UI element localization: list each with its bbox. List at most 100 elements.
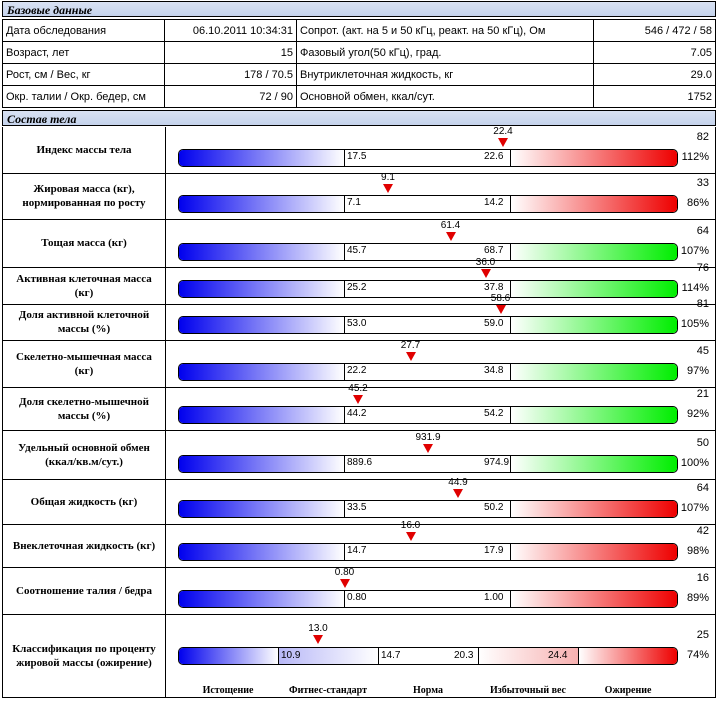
marker-arrow-icon [495, 305, 506, 314]
scale-high-zone [511, 544, 677, 560]
norm-low-label: 7.1 [347, 197, 361, 208]
scale-high-zone [511, 244, 677, 260]
marker-value: 22.4 [493, 126, 513, 137]
category-label: Истощение [202, 685, 254, 696]
scale-high-zone [511, 317, 677, 333]
scale-bar [178, 543, 678, 561]
scale-high-zone [511, 407, 677, 423]
row-label: Соотношение талия / бедра [3, 567, 166, 614]
scale-normal-zone [345, 407, 511, 423]
norm-low-label: 33.5 [347, 502, 367, 513]
scale-normal-zone [345, 317, 511, 333]
base-row: Рост, см / Вес, кг 178 / 70.5 Внутриклеточ… [2, 63, 716, 86]
composition-row: Индекс массы тела 17.5 22.6 22.4 82 112% [3, 127, 715, 174]
scale-bar [178, 590, 678, 608]
percent-of-norm: 100% [680, 457, 709, 469]
category-label: Избыточный вес [490, 685, 566, 696]
norm-high-label: 22.6 [484, 151, 504, 162]
norm-high-label: 34.8 [484, 365, 504, 376]
scale-normal-zone [345, 196, 511, 212]
marker-arrow-icon [339, 579, 350, 588]
scale-normal-zone [345, 591, 511, 607]
marker-arrow-icon [423, 444, 433, 453]
percentile-value: 33 [696, 177, 709, 189]
base-value: 15 [164, 41, 297, 64]
composition-row: Доля скелетно-мышечной массы (%) 44.2 54.2… [3, 383, 715, 431]
norm-high-label: 1.00 [484, 592, 504, 603]
marker-arrow-icon [405, 352, 416, 361]
scale-normal-zone [345, 501, 511, 517]
class-boundary-label: 14.7 [381, 650, 401, 661]
base-row: Возраст, лет 15 Фазовый угол(50 кГц), град… [2, 41, 716, 64]
percent-of-norm: 98% [686, 545, 709, 557]
base-label: Основной обмен, ккал/сут. [296, 85, 594, 108]
scale-bar [178, 316, 678, 334]
base-value: 178 / 70.5 [164, 63, 297, 86]
marker-value: 0.80 [334, 567, 355, 578]
percentile-value: 81 [696, 298, 709, 310]
base-value: 546 / 472 / 58 [593, 19, 716, 42]
marker-value: 58.6 [490, 293, 511, 304]
marker-value: 44.9 [448, 477, 468, 488]
percent-of-norm: 86% [686, 197, 709, 209]
scale-high-zone [511, 196, 677, 212]
scale-normal-zone [345, 544, 511, 560]
percent-of-norm: 112% [681, 151, 709, 163]
marker-value: 36.0 [475, 257, 496, 268]
composition-panel: Индекс массы тела 17.5 22.6 22.4 82 112% Жиров… [2, 127, 716, 698]
zone-normal [379, 648, 479, 664]
scale-bar [178, 195, 678, 213]
percent-of-norm: 92% [686, 408, 709, 420]
base-label: Рост, см / Вес, кг [2, 63, 165, 86]
scale-low-zone [179, 544, 345, 560]
scale-bar [178, 500, 678, 518]
scale-low-zone [179, 364, 345, 380]
percent-of-norm: 105% [680, 318, 709, 330]
scale-high-zone [511, 150, 677, 166]
class-boundary-label: 10.9 [281, 650, 301, 661]
norm-high-label: 17.9 [484, 545, 504, 556]
marker-arrow-icon [353, 395, 363, 404]
norm-low-label: 45.7 [347, 245, 367, 256]
marker-value: 61.4 [440, 220, 461, 231]
scale-normal-zone [345, 244, 511, 260]
scale-bar [178, 149, 678, 167]
scale-high-zone [511, 591, 677, 607]
norm-low-label: 14.7 [347, 545, 367, 556]
base-label: Окр. талии / Окр. бедер, см [2, 85, 165, 108]
scale-normal-zone [345, 364, 511, 380]
base-row: Дата обследования 06.10.2011 10:34:31 Сопр… [2, 19, 716, 42]
marker-value: 931.9 [415, 432, 441, 443]
scale-high-zone [511, 456, 677, 472]
row-label: Удельный основной обмен (ккал/кв.м/сут.) [3, 430, 166, 479]
percent-of-norm: 107% [680, 502, 709, 514]
percentile-value: 42 [696, 525, 709, 537]
marker-arrow-icon [498, 138, 508, 147]
scale-bar [178, 363, 678, 381]
base-value: 72 / 90 [164, 85, 297, 108]
row-label: Жировая масса (кг), нормированная по рос… [3, 173, 166, 219]
percentile-value: 76 [696, 262, 709, 274]
norm-low-label: 53.0 [347, 318, 367, 329]
scale-normal-zone [345, 456, 511, 472]
scale-bar [178, 406, 678, 424]
row-label: Общая жидкость (кг) [3, 479, 166, 524]
percent-of-norm: 114% [681, 282, 709, 294]
zone-fitness [279, 648, 379, 664]
category-label: Фитнес-стандарт [289, 685, 367, 696]
base-data-table: Дата обследования 06.10.2011 10:34:31 Сопр… [2, 19, 716, 108]
scale-low-zone [179, 591, 345, 607]
composition-row: Доля активной клеточной массы (%) 53.0 59.… [3, 294, 715, 341]
marker-value: 16.0 [400, 520, 421, 531]
scale-bar [178, 243, 678, 261]
base-label: Внутриклеточная жидкость, кг [296, 63, 594, 86]
row-label: Активная клеточная масса (кг) [3, 267, 166, 304]
composition-section-header: Состав тела [2, 110, 716, 126]
category-label: Норма [413, 685, 443, 696]
base-row: Окр. талии / Окр. бедер, см 72 / 90 Основн… [2, 85, 716, 108]
base-value: 29.0 [593, 63, 716, 86]
norm-high-label: 50.2 [484, 502, 504, 513]
norm-low-label: 17.5 [347, 151, 367, 162]
marker-value: 45.2 [348, 383, 368, 394]
norm-low-label: 889.6 [347, 457, 373, 468]
